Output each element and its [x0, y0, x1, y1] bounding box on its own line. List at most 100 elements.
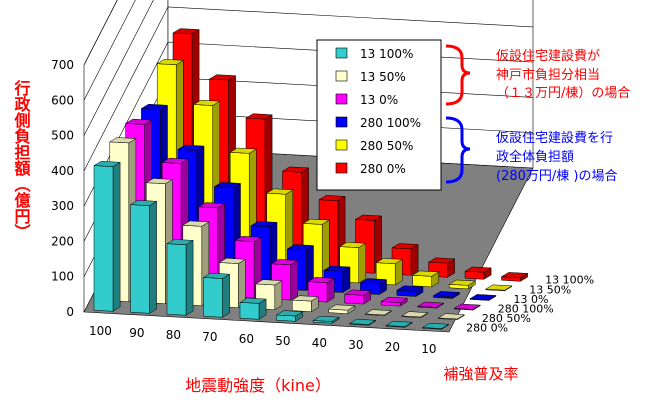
depth-tick-label: 280 50% [482, 312, 531, 325]
y-tick-label: 700 [51, 58, 74, 72]
bar-front [166, 243, 187, 316]
bar [432, 291, 461, 299]
legend-swatch [335, 162, 348, 174]
bar-front [130, 204, 150, 314]
bar [93, 161, 121, 312]
bar-top [500, 272, 529, 279]
bar-top [140, 103, 169, 110]
bar-top [323, 265, 351, 272]
bar [327, 304, 356, 315]
depth-tick-label: 13 0% [514, 293, 549, 306]
bar-top [129, 200, 158, 206]
legend-swatch [335, 47, 348, 59]
bar-front [292, 299, 312, 312]
x-tick-label: 60 [239, 332, 254, 346]
bar [312, 315, 340, 324]
x-tick-label: 90 [129, 326, 144, 340]
bottom-annotation-bracket [445, 116, 471, 184]
bar-front [203, 277, 223, 318]
bar-top [380, 296, 409, 303]
y-tick-label: 200 [51, 234, 74, 248]
legend-label: 13 100% [360, 47, 413, 61]
gridline [83, 0, 118, 66]
y-tick-label: 500 [51, 129, 74, 143]
bar-top [145, 178, 174, 184]
bar-top [218, 257, 247, 264]
bar [166, 239, 194, 316]
x-tick-label: 70 [202, 330, 217, 344]
bar-top [286, 244, 315, 251]
bar-top [469, 294, 497, 301]
bar [421, 322, 450, 330]
bar [343, 289, 372, 305]
bar-top [432, 291, 461, 297]
bar-top [343, 289, 372, 296]
bar [484, 284, 513, 292]
bar-top [453, 303, 482, 310]
top-annotation-line-1: 仮設住宅建設費が [496, 48, 600, 64]
bar-top [172, 28, 200, 35]
bar-top [307, 277, 336, 283]
bar-top [391, 243, 419, 250]
depth-axis-label: 補強普及率 [443, 365, 518, 383]
y-tick-label: 400 [51, 164, 74, 178]
bar-front [239, 302, 260, 320]
bar [464, 266, 492, 280]
bar-top [416, 301, 445, 308]
x-tick-label: 10 [421, 342, 436, 356]
bar [202, 272, 231, 318]
bars-group [93, 28, 529, 330]
legend-swatch [335, 93, 348, 105]
bar-side [149, 200, 157, 314]
bar-top [400, 311, 429, 318]
bar-top [234, 236, 263, 242]
legend-label: 280 0% [360, 162, 406, 176]
bar-top [229, 147, 258, 154]
bar-top [208, 74, 237, 81]
bar-top [161, 157, 190, 164]
bar-top [338, 241, 367, 248]
depth-axis: 13 100%13 50%13 0%280 100%280 50%280 0% [466, 274, 594, 335]
bar [411, 270, 440, 288]
legend-label: 13 0% [360, 93, 398, 107]
bar [380, 296, 409, 307]
bar-top [484, 284, 513, 291]
bar-top [265, 188, 294, 195]
bar [448, 279, 477, 290]
bar-side [290, 260, 298, 301]
bar-top [448, 279, 477, 286]
x-tick-label: 30 [348, 338, 363, 352]
bar-front [93, 165, 114, 312]
bar-top [281, 166, 310, 173]
bar-top [396, 285, 424, 292]
bar-front [464, 270, 485, 280]
bar-top [291, 295, 320, 302]
gridline [83, 6, 534, 172]
bar-top [348, 318, 377, 325]
bar-top [108, 137, 137, 144]
bar [453, 303, 482, 311]
bar [348, 318, 377, 326]
legend-label: 280 100% [360, 116, 421, 130]
top-annotation-line-3: （１３万円/棟）の場合 [496, 86, 630, 101]
bottom-annotation-line-1: 仮設住宅建設費を行 [496, 130, 613, 146]
legend: 13 100% 13 50% 13 0% 280 100% 280 50% 280 0% [316, 39, 442, 191]
bar-side [112, 161, 121, 312]
x-axis: 100 90 80 70 60 50 40 30 20 10 [89, 324, 437, 356]
bar-top [354, 214, 383, 221]
bar-top [166, 239, 194, 245]
legend-swatch [335, 70, 348, 82]
bar-front [412, 275, 432, 288]
depth-tick-label: 280 100% [498, 302, 554, 315]
x-tick-label: 40 [312, 336, 327, 350]
bar-top [181, 220, 210, 227]
bar-top [327, 304, 356, 311]
bar [385, 320, 413, 328]
bar-top [93, 161, 121, 167]
x-axis-label: 地震動強度（kine） [185, 376, 331, 395]
y-axis: 0 100 200 300 400 500 600 700 [51, 58, 74, 319]
x-tick-label: 80 [166, 328, 181, 342]
bar [416, 301, 445, 309]
bar-top [385, 320, 413, 327]
